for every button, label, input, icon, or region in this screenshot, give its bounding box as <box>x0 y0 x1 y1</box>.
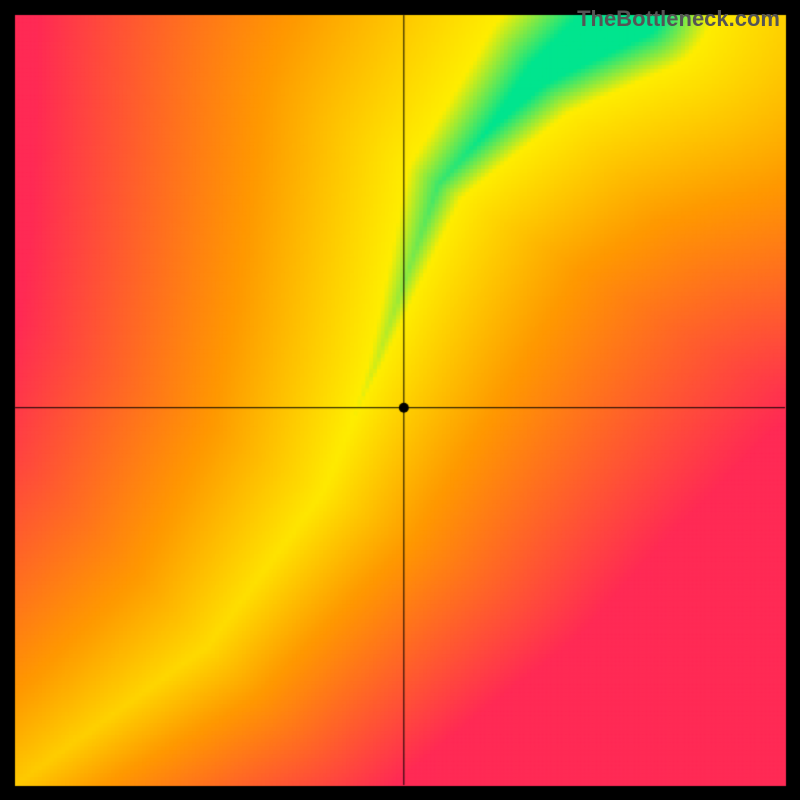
watermark-text: TheBottleneck.com <box>577 6 780 32</box>
chart-container: TheBottleneck.com <box>0 0 800 800</box>
crosshair-overlay <box>0 0 800 800</box>
